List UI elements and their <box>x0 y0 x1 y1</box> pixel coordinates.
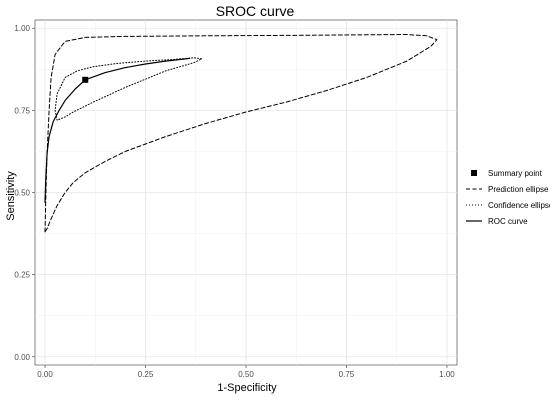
legend-label-prediction-ellipse: Prediction ellipse <box>488 185 549 194</box>
legend-label-summary-point: Summary point <box>488 169 543 178</box>
y-tick-label: 0.50 <box>14 189 30 198</box>
series-confidence-ellipse <box>54 57 203 121</box>
chart-title: SROC curve <box>216 3 295 19</box>
plot-panel: 0.00 0.25 0.50 0.75 1.00 0.00 0.25 0.50 0.75 1.00 <box>14 19 458 379</box>
x-tick-label: 0.75 <box>339 370 355 379</box>
y-tick-label: 0.75 <box>14 106 30 115</box>
legend-key-summary-point <box>471 170 477 176</box>
legend-label-confidence-ellipse: Confidence ellipse <box>488 201 550 210</box>
y-axis-title: Sensitivity <box>5 171 17 221</box>
legend: Summary point Prediction ellipse Confidenc… <box>466 169 550 226</box>
x-tick-label: 0.00 <box>37 370 53 379</box>
summary-point-marker <box>82 76 89 83</box>
x-axis-title: 1-Specificity <box>217 382 277 394</box>
x-tick-label: 1.00 <box>439 370 455 379</box>
x-tick-label: 0.50 <box>238 370 254 379</box>
y-tick-label: 1.00 <box>14 24 30 33</box>
series-prediction-ellipse <box>44 34 438 233</box>
y-tick-label: 0.00 <box>14 353 30 362</box>
x-tick-label: 0.25 <box>138 370 154 379</box>
y-tick-label: 0.25 <box>14 271 30 280</box>
legend-label-roc-curve: ROC curve <box>488 217 528 226</box>
